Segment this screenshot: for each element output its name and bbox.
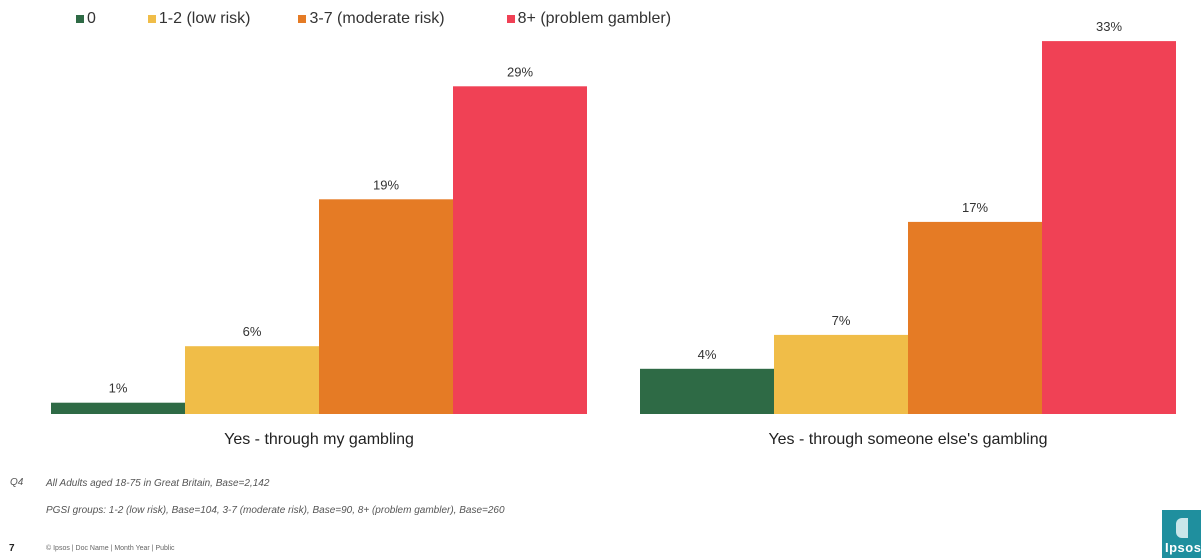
bar-value-label: 29% [507, 64, 533, 79]
base-note-pgsi-groups: PGSI groups: 1-2 (low risk), Base=104, 3… [46, 505, 505, 516]
legend-item-1: 1-2 (low risk) [147, 10, 251, 28]
bar-value-label: 33% [1096, 19, 1122, 34]
chart-legend: 0 1-2 (low risk) 3-7 (moderate risk) 8+ … [76, 10, 701, 28]
ipsos-logo: Ipsos [1162, 510, 1201, 558]
footer-text: © Ipsos | Doc Name | Month Year | Public [46, 545, 175, 552]
legend-label: 1-2 (low risk) [158, 10, 251, 27]
base-note-all-adults: All Adults aged 18-75 in Great Britain, … [46, 478, 270, 489]
legend-item-3: 8+ (problem gambler) [506, 10, 672, 28]
page-number: 7 [9, 543, 15, 554]
bar-value-label: 7% [832, 313, 851, 328]
bar-1-2 [908, 221, 1042, 414]
logo-mark-icon [1176, 518, 1188, 538]
bar-1-3 [1042, 41, 1176, 414]
bar-value-label: 19% [373, 177, 399, 192]
bar-1-1 [774, 334, 908, 414]
bar-chart: 1% 6% 19% 29% Yes - through my gambling 4% 7% 1… [51, 19, 1176, 448]
legend-label: 0 [87, 10, 96, 27]
bar-1-0 [640, 368, 774, 414]
bar-value-label: 6% [243, 324, 262, 339]
bar-value-label: 17% [962, 200, 988, 215]
legend-label: 3-7 (moderate risk) [309, 10, 445, 27]
legend-swatch [298, 15, 307, 23]
legend-swatch [147, 15, 156, 23]
bar-0-0 [51, 402, 185, 414]
bar-0-1 [185, 346, 319, 414]
legend-swatch [506, 15, 515, 23]
legend-item-0: 0 [76, 10, 96, 28]
legend-label: 8+ (problem gambler) [517, 10, 672, 27]
category-label: Yes - through my gambling [224, 431, 414, 448]
bar-0-3 [453, 86, 587, 415]
bar-0-2 [319, 199, 453, 414]
legend-item-2: 3-7 (moderate risk) [298, 10, 445, 28]
logo-text: Ipsos [1165, 540, 1201, 555]
category-label: Yes - through someone else's gambling [768, 431, 1047, 448]
bar-value-label: 1% [109, 381, 128, 396]
legend-swatch [76, 15, 84, 23]
question-code: Q4 [10, 477, 24, 488]
bar-value-label: 4% [698, 347, 717, 362]
